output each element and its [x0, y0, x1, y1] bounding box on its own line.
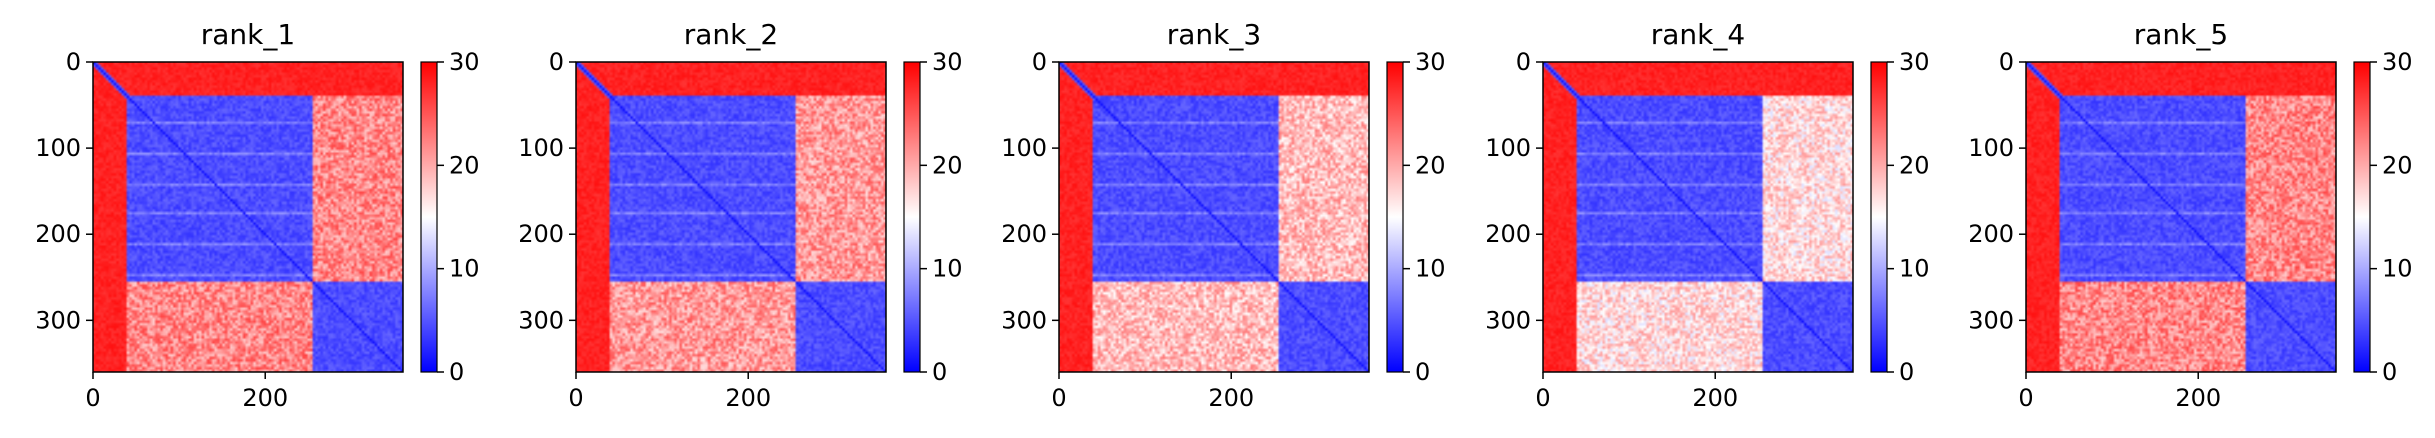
colorbar-tick-label: 20	[932, 151, 963, 179]
y-tick-label: 0	[1032, 48, 1047, 76]
y-tick-label: 100	[1968, 134, 2014, 162]
plot-frame	[1058, 61, 1370, 373]
heatmap-image	[2026, 62, 2336, 372]
heatmap-image	[1059, 62, 1369, 372]
colorbar	[2353, 61, 2371, 373]
y-tick-label: 200	[1001, 220, 1047, 248]
y-tick-label: 300	[1968, 306, 2014, 334]
y-tick-label: 300	[1001, 306, 1047, 334]
y-tick-label: 200	[518, 220, 564, 248]
y-tick-label: 100	[1485, 134, 1531, 162]
x-tick-label: 0	[1051, 384, 1066, 412]
colorbar-tick-label: 20	[1899, 151, 1930, 179]
y-tick-label: 200	[1968, 220, 2014, 248]
colorbar-tick-label: 20	[449, 151, 480, 179]
panel-rank_1: rank_1 0 200 0 100 200 300 0 10 20 30	[35, 18, 479, 412]
plot-frame	[1542, 61, 1854, 373]
y-tick-label: 100	[518, 134, 564, 162]
heatmap-image	[1543, 62, 1853, 372]
y-tick-label: 0	[66, 48, 81, 76]
colorbar-tick-label: 10	[2382, 255, 2413, 283]
y-tick-label: 100	[1001, 134, 1047, 162]
x-tick-label: 0	[2018, 384, 2033, 412]
heatmap-image	[93, 62, 403, 372]
y-tick-label: 300	[518, 306, 564, 334]
y-tick-label: 0	[1999, 48, 2014, 76]
y-tick-label: 200	[1485, 220, 1531, 248]
colorbar	[420, 61, 438, 373]
colorbar-tick-label: 0	[932, 358, 947, 386]
x-tick-label: 200	[2175, 384, 2221, 412]
colorbar-tick-label: 10	[932, 255, 963, 283]
x-tick-label: 0	[1535, 384, 1550, 412]
colorbar-tick-label: 20	[1415, 151, 1446, 179]
colorbar-tick-label: 30	[449, 48, 480, 76]
colorbar-tick-label: 30	[2382, 48, 2413, 76]
colorbar-tick-label: 10	[449, 255, 480, 283]
y-tick-label: 0	[549, 48, 564, 76]
x-tick-label: 200	[1692, 384, 1738, 412]
heatmap-image	[576, 62, 886, 372]
y-tick-label: 0	[1516, 48, 1531, 76]
plot-frame	[92, 61, 404, 373]
colorbar-tick-label: 10	[1415, 255, 1446, 283]
y-tick-label: 300	[35, 306, 81, 334]
x-tick-label: 200	[725, 384, 771, 412]
panel-rank_4: rank_4 0 200 0 100 200 300 0 10 20 30	[1485, 18, 1929, 412]
panel-title: rank_2	[684, 18, 778, 51]
x-tick-label: 0	[85, 384, 100, 412]
colorbar-tick-label: 10	[1899, 255, 1930, 283]
colorbar-tick-label: 30	[1415, 48, 1446, 76]
colorbar-tick-label: 0	[2382, 358, 2397, 386]
panel-rank_2: rank_2 0 200 0 100 200 300 0 10 20 30	[518, 18, 962, 412]
panel-title: rank_5	[2134, 18, 2228, 51]
panel-title: rank_4	[1651, 18, 1745, 51]
panel-title: rank_1	[201, 18, 295, 51]
plot-frame	[2025, 61, 2337, 373]
colorbar-tick-label: 30	[932, 48, 963, 76]
x-tick-label: 200	[1208, 384, 1254, 412]
panel-rank_5: rank_5 0 200 0 100 200 300 0 10 20 30	[1968, 18, 2412, 412]
colorbar-tick-label: 30	[1899, 48, 1930, 76]
colorbar-tick-label: 0	[1899, 358, 1914, 386]
colorbar-tick-label: 0	[1415, 358, 1430, 386]
colorbar-tick-label: 20	[2382, 151, 2413, 179]
plot-frame	[575, 61, 887, 373]
colorbar-tick-label: 0	[449, 358, 464, 386]
x-tick-label: 0	[568, 384, 583, 412]
panel-title: rank_3	[1167, 18, 1261, 51]
y-tick-label: 200	[35, 220, 81, 248]
y-tick-label: 300	[1485, 306, 1531, 334]
colorbar	[1386, 61, 1404, 373]
colorbar	[1870, 61, 1888, 373]
x-tick-label: 200	[242, 384, 288, 412]
colorbar	[903, 61, 921, 373]
y-tick-label: 100	[35, 134, 81, 162]
panel-rank_3: rank_3 0 200 0 100 200 300 0 10 20 30	[1001, 18, 1445, 412]
